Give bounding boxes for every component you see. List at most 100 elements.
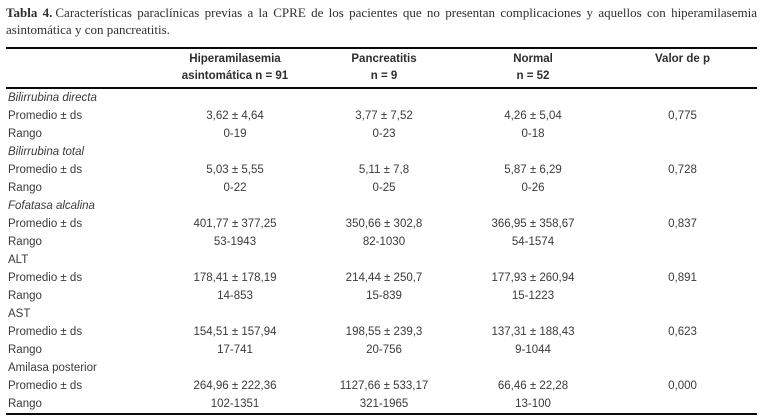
empty-cell [608,179,757,197]
paraclinical-data-table: Hiperamilasemia asintomática n = 91 Panc… [6,47,757,415]
p-value: 0,775 [668,110,697,122]
mean-value: 178,41 ± 178,19 [193,272,277,284]
range-value: 102-1351 [210,398,260,410]
p-value: 0,837 [668,218,697,230]
empty-cell [310,251,458,269]
row-label-range: Rango [8,290,42,302]
empty-cell [160,359,310,377]
p-value: 0,728 [668,164,697,176]
empty-cell [160,251,310,269]
header-normal: Normal n = 52 [458,48,608,88]
mean-value: 366,95 ± 358,67 [491,218,575,230]
empty-cell [458,305,608,323]
row-label-range: Rango [8,236,42,248]
mean-value: 66,46 ± 22,28 [497,380,569,392]
header-normal-line1: Normal [513,53,553,65]
empty-cell [310,359,458,377]
header-p-value: Valor de p [608,48,757,88]
table-row-section-name: ALT [6,251,757,269]
table-row-range: Rango 17-741 20-756 9-1044 [6,341,757,359]
p-value: 0,000 [668,380,697,392]
header-pancreatitis-line2: n = 9 [370,70,398,82]
empty-cell [608,88,757,107]
table-row-section-name: Amilasa posterior [6,359,757,377]
row-label-mean: Promedio ± ds [8,272,83,284]
table-body: Bilirrubina directa Promedio ± ds 3,62 ±… [6,88,757,414]
header-hiperamilasemia: Hiperamilasemia asintomática n = 91 [160,48,310,88]
empty-cell [458,359,608,377]
range-value: 54-1574 [511,236,555,248]
row-label-range: Rango [8,344,42,356]
row-label-mean: Promedio ± ds [8,380,83,392]
header-p-value-line1: Valor de p [655,53,710,65]
mean-value: 4,26 ± 5,04 [504,110,562,122]
p-value: 0,623 [668,326,697,338]
mean-value: 3,62 ± 4,64 [206,110,264,122]
empty-cell [310,197,458,215]
empty-cell [310,305,458,323]
empty-cell [608,197,757,215]
row-label-mean: Promedio ± ds [8,164,83,176]
empty-cell [160,305,310,323]
table-caption-label: Tabla 4. [6,5,53,20]
table-row-range: Rango 14-853 15-839 15-1223 [6,287,757,305]
table-row-range: Rango 0-19 0-23 0-18 [6,125,757,143]
section-name: Bilirrubina directa [8,92,97,104]
range-value: 321-1965 [359,398,409,410]
mean-value: 350,66 ± 302,8 [345,218,423,230]
mean-value: 137,31 ± 188,43 [491,326,575,338]
section-name: Fofatasa alcalina [8,200,95,212]
empty-cell [458,143,608,161]
empty-cell [458,251,608,269]
table-row-mean: Promedio ± ds 3,62 ± 4,64 3,77 ± 7,52 4,… [6,107,757,125]
table-row-range: Rango 53-1943 82-1030 54-1574 [6,233,757,251]
range-value: 82-1030 [362,236,406,248]
header-empty-cell [6,48,160,88]
range-value: 0-25 [372,182,396,194]
header-hiperamilasemia-line1: Hiperamilasemia [189,53,281,65]
range-value: 0-22 [223,182,247,194]
header-pancreatitis: Pancreatitis n = 9 [310,48,458,88]
header-row: Hiperamilasemia asintomática n = 91 Panc… [6,48,757,88]
empty-cell [608,341,757,359]
range-value: 14-853 [217,290,253,302]
empty-cell [310,88,458,107]
range-value: 20-756 [366,344,402,356]
table-row-mean: Promedio ± ds 5,03 ± 5,55 5,11 ± 7,8 5,8… [6,161,757,179]
section-name: Bilirrubina total [8,146,85,158]
mean-value: 154,51 ± 157,94 [193,326,277,338]
empty-cell [608,125,757,143]
p-value: 0,891 [668,272,697,284]
empty-cell [608,251,757,269]
mean-value: 198,55 ± 239,3 [345,326,423,338]
empty-cell [608,359,757,377]
mean-value: 264,96 ± 222,36 [193,380,277,392]
header-hiperamilasemia-line2: asintomática n = 91 [181,70,289,82]
range-value: 13-100 [515,398,551,410]
section-name: ALT [8,254,29,266]
table-row-section-name: AST [6,305,757,323]
mean-value: 177,93 ± 260,94 [491,272,575,284]
range-value: 15-1223 [511,290,555,302]
section-name: Amilasa posterior [8,362,97,374]
mean-value: 401,77 ± 377,25 [193,218,277,230]
range-value: 0-26 [521,182,545,194]
empty-cell [608,233,757,251]
row-label-mean: Promedio ± ds [8,326,83,338]
table-row-mean: Promedio ± ds 178,41 ± 178,19 214,44 ± 2… [6,269,757,287]
empty-cell [160,197,310,215]
row-label-range: Rango [8,182,42,194]
empty-cell [608,287,757,305]
empty-cell [160,88,310,107]
empty-cell [608,143,757,161]
table-row-mean: Promedio ± ds 401,77 ± 377,25 350,66 ± 3… [6,215,757,233]
table-row-range: Rango 102-1351 321-1965 13-100 [6,395,757,414]
mean-value: 214,44 ± 250,7 [345,272,423,284]
row-label-mean: Promedio ± ds [8,218,83,230]
mean-value: 1127,66 ± 533,17 [339,380,429,392]
range-value: 0-18 [521,128,545,140]
table-caption-text: Características paraclínicas previas a l… [6,5,757,37]
mean-value: 5,11 ± 7,8 [358,164,410,176]
empty-cell [458,88,608,107]
